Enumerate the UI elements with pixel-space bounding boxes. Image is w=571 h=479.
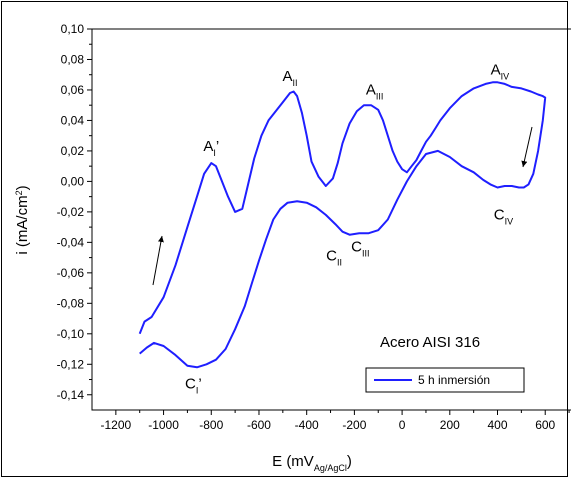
y-tick-label: -0,08 [57,296,85,310]
x-tick-label: -1000 [148,418,179,432]
peak-label: CIV [494,207,513,227]
x-tick-label: 600 [535,418,555,432]
y-tick-label: -0,10 [57,327,85,341]
y-ticks: -0,14 -0,12 -0,10 -0,08 -0,06 -0,04 -0,02 0,00 0… [57,22,92,402]
y-axis-title-main: i (mA/cm [14,195,31,254]
y-tick-label: 0,06 [61,83,85,97]
plot-border [91,28,571,411]
y-tick-label: 0,00 [61,174,85,188]
y-tick-label: -0,14 [57,388,85,402]
x-tick-label: 400 [487,418,507,432]
y-tick-label: -0,04 [57,235,85,249]
x-tick-label: -600 [247,418,271,432]
x-ticks: -1200 -1000 -800 -600 -400 -200 0 200 400 600 [101,410,570,432]
y-axis-title-close: ) [14,185,31,190]
x-tick-label: -800 [199,418,223,432]
plot-area: -1200 -1000 -800 -600 -400 -200 0 200 400 600 -0,… [57,22,571,432]
legend: 5 h inmersión [365,367,525,393]
x-tick-label: -200 [342,418,366,432]
y-tick-label: 0,02 [61,144,85,158]
legend-label: 5 h inmersión [418,373,490,387]
scan-direction-arrow-down [521,126,533,168]
x-tick-label: 0 [399,418,406,432]
x-axis-title-main: E (mV [272,453,314,470]
peak-label: AI’ [203,138,219,158]
x-tick-label: -400 [295,418,319,432]
peak-label: AIII [366,82,384,102]
y-tick-label: -0,12 [57,357,85,371]
y-tick-label: 0,04 [61,113,85,127]
scan-direction-arrow-up [152,235,164,286]
x-axis-title-close: ) [347,453,352,470]
y-tick-label: -0,02 [57,205,85,219]
x-tick-label: 200 [440,418,460,432]
y-tick-label: -0,06 [57,266,85,280]
peak-label: CI’ [185,376,202,396]
y-axis-title-sup: 2 [14,190,24,195]
peak-label: CIII [351,239,369,259]
x-axis-title: E (mVAg/AgCl) [272,453,352,473]
y-tick-label: 0,10 [61,22,85,36]
y-axis-title: i (mA/cm2) [14,185,31,254]
peak-label: AIV [491,62,510,82]
x-tick-label: -1200 [101,418,132,432]
annotation-layer: AI’ AII AIII AIV CII CIII CIV CI’ [185,62,513,396]
sample-label: Acero AISI 316 [380,334,480,351]
series-layer [138,81,547,369]
peak-label: AII [282,68,297,88]
y-tick-label: 0,08 [61,52,85,66]
peak-label: CII [326,248,342,268]
x-axis-title-sub: Ag/AgCl [314,463,347,473]
series-line [138,81,547,369]
